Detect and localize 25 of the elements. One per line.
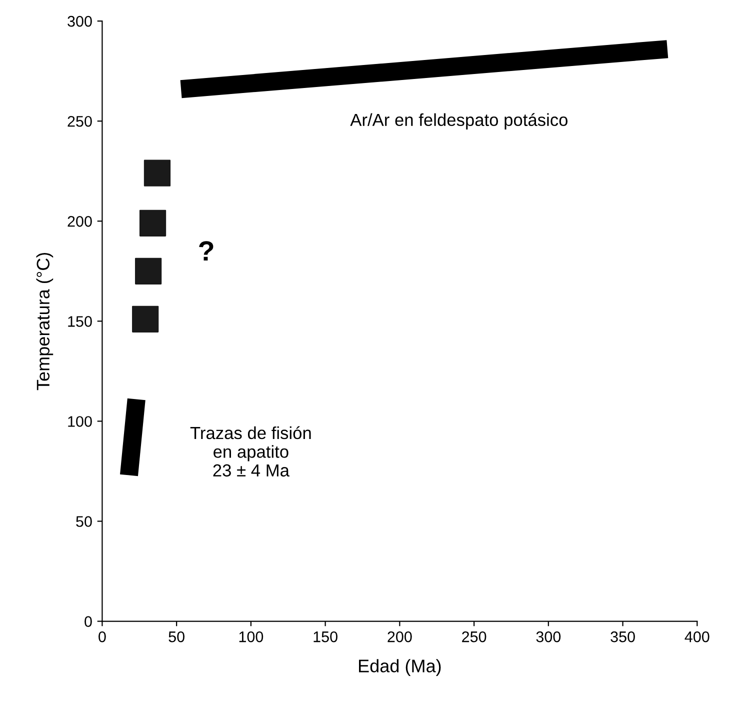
point — [135, 258, 162, 284]
x-tick-label: 400 — [684, 631, 710, 642]
x-tick-label: 200 — [388, 631, 412, 642]
x-tick-label: 250 — [462, 631, 486, 642]
annotation: Trazas de fisión en apatito 23 ± 4 Ma — [190, 426, 311, 477]
y-tick-label: 300 — [68, 16, 92, 27]
x-tick-label: 300 — [536, 631, 561, 642]
annotation: Ar/Ar en feldespato potásico — [350, 113, 568, 130]
y-tick-label: 0 — [84, 616, 92, 627]
point — [139, 210, 166, 236]
x-tick-label: 50 — [168, 631, 184, 642]
y-tick-label: 100 — [68, 416, 92, 427]
x-tick-label: 350 — [610, 631, 635, 642]
y-tick-label: 150 — [68, 316, 92, 327]
x-tick-label: 150 — [314, 631, 338, 642]
y-tick-label: 200 — [68, 216, 92, 227]
x-axis-title: Edad (Ma) — [359, 659, 441, 676]
y-tick-label: 50 — [76, 516, 92, 527]
x-tick-label: 0 — [98, 631, 106, 642]
point — [144, 160, 171, 186]
y-tick-label: 250 — [68, 116, 92, 127]
point — [132, 306, 159, 332]
y-axis-title: Temperatura (°C) — [36, 252, 54, 390]
annotation: ? — [199, 241, 214, 261]
x-tick-label: 100 — [239, 631, 264, 642]
